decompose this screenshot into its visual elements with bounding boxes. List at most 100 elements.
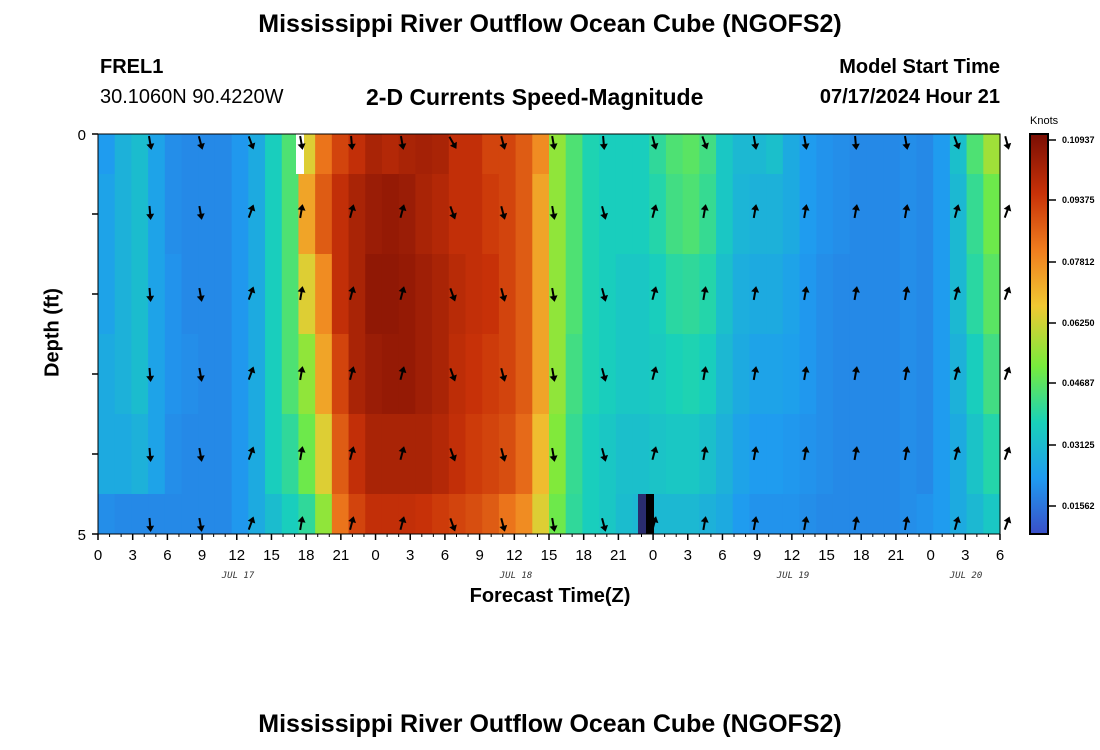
heatmap-cell <box>498 174 517 254</box>
x-tick-label: 12 <box>506 547 523 564</box>
heatmap-cell <box>482 134 500 174</box>
current-vector-arrow <box>902 516 911 531</box>
current-vector-arrow <box>801 516 810 531</box>
heatmap-cell <box>114 134 132 174</box>
heatmap-cell <box>131 134 149 174</box>
x-tick-label: 18 <box>853 547 870 564</box>
current-vector-arrow <box>146 135 155 150</box>
x-tick-label: 21 <box>333 547 350 564</box>
heatmap-cell <box>398 334 416 414</box>
current-vector-arrow <box>600 205 608 220</box>
heatmap-cell <box>832 414 851 494</box>
heatmap-cell <box>448 174 467 254</box>
heatmap-cell <box>432 334 450 414</box>
heatmap-cell <box>432 174 450 254</box>
heatmap-cell <box>565 494 583 534</box>
colorbar-tick-label: 0.04687 <box>1062 378 1095 388</box>
current-vector-arrow <box>751 286 760 301</box>
heatmap-cell <box>298 174 316 254</box>
x-tick-label: 0 <box>926 547 934 564</box>
heatmap-cell <box>532 174 550 254</box>
heatmap-cell <box>515 414 533 494</box>
heatmap-cell <box>632 174 650 254</box>
heatmap-cell <box>398 254 416 334</box>
heatmap-cell <box>816 174 834 254</box>
current-vector-arrow <box>247 136 256 150</box>
station-id: FREL1 <box>100 56 164 78</box>
current-vector-arrow <box>902 135 911 150</box>
heatmap-cell <box>665 334 684 414</box>
current-vector-arrow <box>146 287 155 302</box>
x-tick-label: 3 <box>684 547 692 564</box>
colorbar-tick-label: 0.03125 <box>1062 440 1095 450</box>
heatmap-cell <box>582 414 600 494</box>
heatmap-cell <box>716 134 734 174</box>
heatmap-cell <box>148 494 166 534</box>
current-vector-arrow <box>600 447 608 462</box>
heatmap-cell <box>498 334 517 414</box>
current-vector-arrow <box>449 288 457 302</box>
current-vector-arrow <box>851 135 860 150</box>
current-vector-arrow <box>347 135 356 150</box>
heatmap-cell <box>281 414 300 494</box>
heatmap-cell <box>331 334 350 414</box>
heatmap-cell <box>732 134 751 174</box>
heatmap-cell <box>899 414 918 494</box>
heatmap-cell <box>632 334 650 414</box>
current-vector-arrow <box>650 286 659 301</box>
colorbar-tick-label: 0.10937 <box>1062 135 1095 145</box>
heatmap-cell <box>699 414 717 494</box>
heatmap-cell <box>281 494 300 534</box>
heatmap-cell <box>782 174 801 254</box>
heatmap-cell <box>599 414 617 494</box>
heatmap-cell <box>298 334 316 414</box>
heatmap-cell <box>465 174 483 254</box>
heatmap-cell <box>949 134 968 174</box>
heatmap-cell <box>148 134 166 174</box>
current-vector-arrow <box>902 204 911 219</box>
heatmap-cell <box>315 334 333 414</box>
heatmap-cell <box>866 494 884 534</box>
heatmap-cell <box>381 494 400 534</box>
heatmap-cell <box>231 134 249 174</box>
heatmap-cell <box>98 334 116 414</box>
current-vector-arrow <box>196 447 205 462</box>
heatmap-cell <box>265 174 283 254</box>
heatmap-cell <box>515 134 533 174</box>
current-vector-arrow <box>751 135 760 150</box>
current-vector-arrow <box>1003 446 1012 460</box>
heatmap-cell <box>198 254 216 334</box>
current-vector-arrow <box>398 516 407 531</box>
heatmap-cell <box>348 254 366 334</box>
heatmap-cell <box>265 334 283 414</box>
heatmap-cell <box>699 174 717 254</box>
heatmap-cell <box>732 414 751 494</box>
heatmap-cell <box>98 174 116 254</box>
heatmap-cell <box>866 254 884 334</box>
heatmap-cell <box>749 254 767 334</box>
current-vector-arrow <box>953 136 961 150</box>
heatmap-cell <box>649 174 667 254</box>
heatmap-cell <box>682 414 700 494</box>
heatmap-cell <box>816 254 834 334</box>
heatmap-cell <box>849 414 867 494</box>
x-tick-label: 0 <box>371 547 379 564</box>
current-vector-arrow <box>549 135 558 150</box>
x-tick-label: 18 <box>575 547 592 564</box>
heatmap-cell <box>164 134 183 174</box>
current-vector-arrow <box>247 204 256 218</box>
heatmap-cell <box>732 254 751 334</box>
current-vector-arrow <box>196 367 205 382</box>
current-vector-arrow <box>700 204 709 219</box>
current-vector-arrow <box>1003 516 1012 530</box>
heatmap-cell <box>281 174 300 254</box>
heatmap-cell <box>465 254 483 334</box>
x-tick-label: 12 <box>228 547 245 564</box>
missing-data-mark <box>638 494 646 534</box>
x-tick-label: 9 <box>753 547 761 564</box>
heatmap-cell <box>983 174 1001 254</box>
heatmap-cell <box>582 174 600 254</box>
heatmap-cell <box>866 174 884 254</box>
current-vector-arrow <box>499 367 508 382</box>
colorbar-tick-label: 0.06250 <box>1062 318 1095 328</box>
